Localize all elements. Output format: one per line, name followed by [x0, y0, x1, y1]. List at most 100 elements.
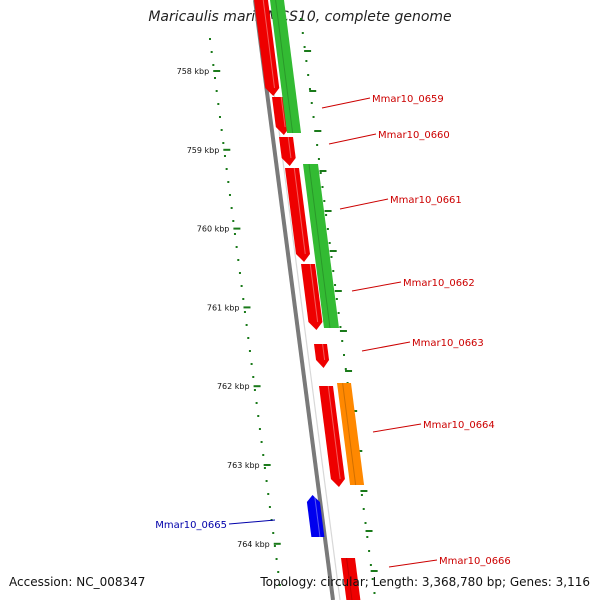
cds-bar-shade — [308, 163, 331, 329]
ruler-dot — [220, 129, 223, 131]
ruler-tick — [324, 210, 332, 212]
gene-label[interactable]: Mmar10_0666 — [439, 556, 511, 567]
ruler-tick — [329, 250, 337, 252]
gene-arrow-reverse — [306, 495, 325, 537]
kbp-tick — [263, 464, 271, 466]
ruler-dot — [245, 324, 248, 326]
label-leader — [328, 133, 377, 145]
ruler-dot — [301, 32, 304, 34]
ruler-dot — [341, 340, 344, 342]
ruler-dot — [263, 467, 266, 469]
kbp-label: 762 kbp — [217, 382, 250, 391]
ruler-dot — [323, 200, 326, 202]
gene-arrow-highlight — [293, 167, 306, 255]
gene-label[interactable]: Mmar10_0661 — [390, 195, 462, 206]
ruler-dot — [248, 350, 251, 352]
ruler-tick — [345, 370, 353, 372]
ruler-dot — [272, 532, 275, 534]
gene-arrow-reverse-highlight — [314, 494, 321, 538]
gene-label[interactable]: Mmar10_0659 — [372, 94, 444, 105]
ruler-dot — [252, 376, 255, 378]
ruler-dot — [238, 272, 241, 274]
kbp-tick — [233, 227, 241, 230]
ruler-dot — [368, 550, 371, 552]
ruler-dot — [243, 311, 246, 313]
ruler-dot — [273, 545, 276, 547]
ruler-dot — [278, 584, 281, 586]
kbp-labels: 758 kbp 759 kbp 760 kbp 761 kbp 762 kbp 763 k… — [177, 67, 270, 549]
ruler-dot — [225, 168, 228, 170]
ruler-dot — [257, 415, 260, 417]
ruler-tick — [339, 330, 347, 332]
gene-label[interactable]: Mmar10_0662 — [403, 278, 475, 289]
ruler-dot — [268, 506, 271, 508]
ruler-dot — [339, 326, 342, 328]
ruler-dot — [330, 256, 333, 258]
ruler-dot — [223, 155, 226, 157]
ruler-dot — [222, 142, 225, 144]
gene-labels: Mmar10_0659 Mmar10_0660 Mmar10_0661 Mmar10_… — [155, 94, 511, 567]
ruler-dot — [312, 116, 315, 118]
ruler-dot — [310, 102, 313, 104]
ruler-dot — [258, 428, 261, 430]
kbp-label: 764 kbp — [237, 540, 270, 549]
gene-arrow — [279, 137, 296, 166]
gene-label[interactable]: Mmar10_0663 — [412, 338, 484, 349]
ruler-tick — [309, 90, 317, 92]
rna-bar — [337, 383, 365, 485]
ruler-dot — [343, 354, 346, 356]
label-leader — [351, 281, 402, 292]
ruler-dot — [235, 246, 238, 248]
cds-bar — [270, 0, 302, 133]
ruler-tick — [334, 290, 342, 292]
gene-label[interactable]: Mmar10_0660 — [378, 130, 450, 141]
ruler-dot — [247, 337, 250, 339]
ruler-dot — [209, 38, 211, 40]
ruler-dot — [321, 186, 324, 188]
ruler-dot — [210, 51, 213, 53]
gene-label[interactable]: Mmar10_0665 — [155, 520, 227, 531]
label-leader — [361, 341, 411, 352]
ruler-dot — [366, 536, 369, 538]
ruler-dot — [303, 46, 306, 48]
ruler-dot — [369, 564, 372, 566]
ruler-dot — [217, 103, 220, 105]
ruler-dot — [344, 368, 347, 370]
gene-arrow-shade — [346, 557, 353, 600]
kbp-label: 761 kbp — [207, 303, 240, 312]
ruler-tick — [360, 490, 368, 492]
map-title: Maricaulis maris MCS10, complete genome — [148, 9, 452, 25]
kbp-tick — [243, 306, 251, 309]
accession-text: Accession: NC_008347 — [9, 575, 146, 589]
ruler-dot — [265, 480, 268, 482]
ruler-dot — [334, 284, 337, 286]
ruler-dot — [213, 77, 216, 79]
gene-features — [254, 0, 365, 600]
ruler-dot — [326, 228, 329, 230]
kbp-tick — [213, 70, 221, 72]
gene-arrow-highlight — [309, 263, 319, 323]
gene-arrow-highlight — [280, 96, 286, 128]
kbp-tick — [253, 385, 261, 388]
ruler-dot — [328, 242, 331, 244]
ruler-dot — [233, 233, 236, 235]
ruler-dot — [267, 493, 270, 495]
ruler-dot — [305, 60, 308, 62]
ruler-dot — [232, 220, 235, 222]
ruler-dot — [308, 88, 311, 90]
backbone-line — [253, 0, 335, 600]
ruler-dot — [300, 18, 302, 20]
genome-summary: Topology: circular; Length: 3,368,780 bp… — [260, 575, 590, 589]
label-leader — [388, 559, 438, 568]
ruler-tick — [319, 170, 327, 172]
gene-arrow — [301, 264, 323, 330]
ruler-dot — [317, 158, 320, 160]
gene-label[interactable]: Mmar10_0664 — [423, 420, 495, 431]
ruler-dot — [253, 389, 256, 391]
ruler-dot — [332, 270, 335, 272]
kbp-label: 763 kbp — [227, 461, 260, 470]
label-leader — [339, 198, 389, 210]
ruler-dot — [230, 207, 233, 209]
ruler-dot — [277, 571, 280, 573]
ruler-dot — [228, 194, 231, 196]
